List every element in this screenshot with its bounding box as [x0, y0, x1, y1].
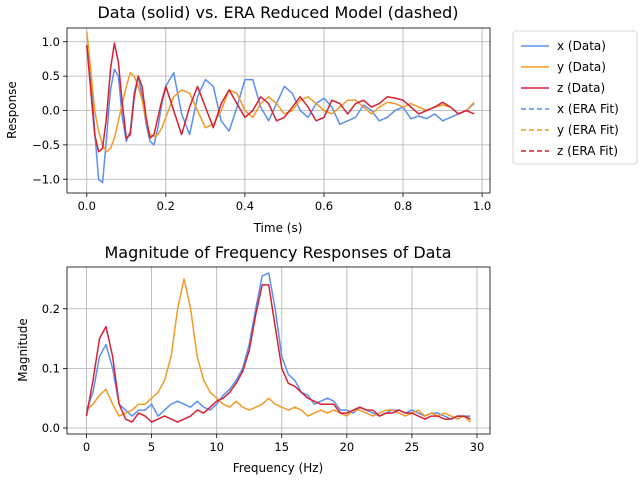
y-tick-label: −0.5 — [32, 138, 60, 152]
legend: x (Data) y (Data) z (Data) x (ERA Fit) y (ER… — [512, 30, 638, 165]
legend-label: y (ERA Fit) — [557, 123, 619, 137]
y-tick-label: 0.5 — [42, 69, 60, 83]
y-tick-label: 1.0 — [42, 35, 60, 49]
series-lines — [86, 31, 475, 184]
frequency-magnitude-chart: Magnitude of Frequency Responses of Data… — [16, 243, 491, 475]
x-tick-label: 5 — [148, 440, 155, 454]
time-response-chart: Data (solid) vs. ERA Reduced Model (dash… — [5, 3, 638, 235]
x-tick-label: 0 — [83, 440, 90, 454]
x-tick-label: 0.0 — [78, 199, 96, 213]
series-lines — [85, 272, 472, 423]
y-tick-label: 0.2 — [42, 302, 60, 316]
chart-title: Magnitude of Frequency Responses of Data — [104, 243, 451, 262]
y-tick-label: 0.0 — [42, 421, 60, 435]
x-tick-label: 0.6 — [315, 199, 333, 213]
legend-label: x (ERA Fit) — [557, 102, 619, 116]
grid — [67, 267, 490, 434]
axis-ticks: 0 5 10 15 20 25 30 0.0 0.1 0.2 — [42, 302, 485, 454]
legend-label: z (ERA Fit) — [557, 144, 618, 158]
x-tick-label: 1.0 — [473, 199, 491, 213]
series-line-y — [86, 31, 475, 153]
series-line-z — [86, 42, 475, 153]
series-line-y — [85, 278, 472, 423]
x-tick-label: 0.2 — [157, 199, 175, 213]
x-tick-label: 0.4 — [236, 199, 254, 213]
x-tick-label: 0.8 — [394, 199, 412, 213]
plot-area-frame — [66, 266, 491, 435]
x-tick-label: 25 — [405, 440, 420, 454]
x-tick-label: 20 — [340, 440, 355, 454]
x-tick-label: 10 — [209, 440, 224, 454]
legend-label: z (Data) — [557, 81, 605, 95]
x-axis-label: Time (s) — [253, 221, 303, 235]
legend-label: y (Data) — [557, 60, 606, 74]
y-tick-label: 0.1 — [42, 361, 60, 375]
chart-title: Data (solid) vs. ERA Reduced Model (dash… — [97, 3, 458, 22]
series-line-z — [85, 284, 471, 423]
legend-frame — [512, 30, 638, 165]
x-tick-label: 15 — [274, 440, 289, 454]
x-tick-label: 30 — [470, 440, 485, 454]
x-axis-label: Frequency (Hz) — [233, 461, 324, 475]
legend-label: x (Data) — [557, 39, 606, 53]
y-axis-label: Magnitude — [16, 318, 30, 382]
y-tick-label: 0.0 — [42, 104, 60, 118]
y-axis-label: Response — [5, 81, 19, 139]
axis-ticks: 0.0 0.2 0.4 0.6 0.8 1.0 −1.0 −0.5 0.0 0.5 1.0 — [32, 35, 491, 213]
y-tick-label: −1.0 — [32, 172, 60, 186]
